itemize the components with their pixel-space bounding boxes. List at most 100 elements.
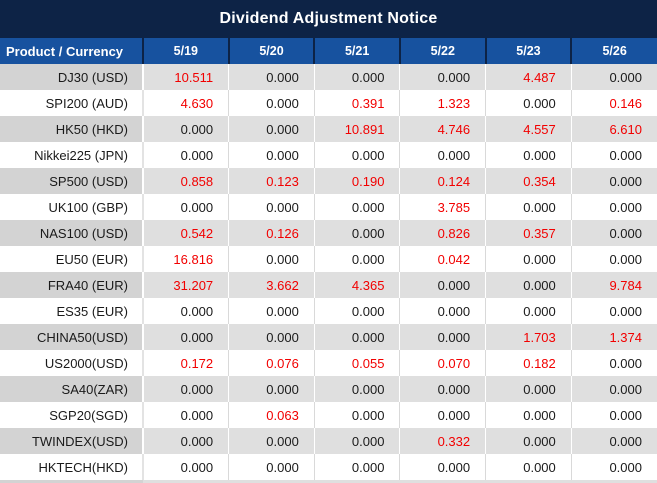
value-cell: 0.000 — [313, 428, 400, 454]
value-cell: 0.000 — [485, 454, 572, 480]
value-cell: 0.858 — [142, 168, 229, 194]
table-row-spi200-aud: SPI200 (AUD) 4.630 0.000 0.391 1.323 0.000 0.1… — [0, 90, 657, 116]
value-cell: 0.000 — [485, 298, 572, 324]
value-cell: 0.000 — [485, 428, 572, 454]
product-cell: Nikkei225 (JPN) — [0, 142, 143, 168]
value-cell: 0.000 — [570, 298, 657, 324]
value-cell: 0.063 — [228, 402, 315, 428]
value-cell: 0.000 — [570, 194, 657, 220]
value-cell: 0.000 — [485, 246, 572, 272]
table-body: DJ30 (USD) 10.511 0.000 0.000 0.000 4.487 0.00… — [0, 64, 657, 480]
value-cell: 0.000 — [570, 376, 657, 402]
value-cell: 0.000 — [313, 142, 400, 168]
product-cell: SPI200 (AUD) — [0, 90, 143, 116]
product-cell: NAS100 (USD) — [0, 220, 143, 246]
value-cell: 0.000 — [313, 454, 400, 480]
product-cell: FRA40 (EUR) — [0, 272, 143, 298]
table-row-nas100-usd: NAS100 (USD) 0.542 0.126 0.000 0.826 0.357 0.0… — [0, 220, 657, 246]
value-cell: 0.332 — [399, 428, 486, 454]
value-cell: 0.000 — [228, 324, 315, 350]
value-cell: 0.000 — [142, 428, 229, 454]
value-cell: 0.000 — [228, 194, 315, 220]
value-cell: 0.000 — [485, 90, 572, 116]
column-header-5-20: 5/20 — [227, 38, 315, 64]
value-cell: 0.000 — [228, 116, 315, 142]
value-cell: 0.000 — [485, 142, 572, 168]
value-cell: 0.000 — [399, 454, 486, 480]
value-cell: 10.511 — [142, 64, 229, 90]
table-row-hk50-hkd: HK50 (HKD) 0.000 0.000 10.891 4.746 4.557 6.61… — [0, 116, 657, 142]
value-cell: 4.557 — [485, 116, 572, 142]
value-cell: 0.000 — [228, 64, 315, 90]
value-cell: 0.000 — [485, 376, 572, 402]
value-cell: 0.000 — [399, 272, 486, 298]
table-row-china50-usd: CHINA50(USD) 0.000 0.000 0.000 0.000 1.703 1.3… — [0, 324, 657, 350]
table-row-sa40-zar: SA40(ZAR) 0.000 0.000 0.000 0.000 0.000 0.000 — [0, 376, 657, 402]
value-cell: 1.374 — [570, 324, 657, 350]
value-cell: 4.746 — [399, 116, 486, 142]
value-cell: 0.354 — [485, 168, 572, 194]
partial-next-row-label-area — [0, 480, 143, 483]
header-row: Product / Currency 5/19 5/20 5/21 5/22 5/23 5/… — [0, 38, 657, 64]
value-cell: 0.000 — [485, 272, 572, 298]
product-cell: SA40(ZAR) — [0, 376, 143, 402]
value-cell: 9.784 — [570, 272, 657, 298]
product-cell: US2000(USD) — [0, 350, 143, 376]
value-cell: 0.000 — [399, 324, 486, 350]
product-cell: HKTECH(HKD) — [0, 454, 143, 480]
table-row-eu50-eur: EU50 (EUR) 16.816 0.000 0.000 0.042 0.000 0.00… — [0, 246, 657, 272]
table-row-sp500-usd: SP500 (USD) 0.858 0.123 0.190 0.124 0.354 0.00… — [0, 168, 657, 194]
value-cell: 0.000 — [570, 350, 657, 376]
dividend-table: Product / Currency 5/19 5/20 5/21 5/22 5/23 5/… — [0, 38, 657, 480]
value-cell: 0.124 — [399, 168, 486, 194]
value-cell: 0.172 — [142, 350, 229, 376]
value-cell: 0.000 — [399, 402, 486, 428]
value-cell: 0.000 — [570, 402, 657, 428]
value-cell: 0.542 — [142, 220, 229, 246]
value-cell: 0.000 — [142, 376, 229, 402]
partial-next-row-data-area — [143, 480, 657, 483]
table-row-dj30-usd: DJ30 (USD) 10.511 0.000 0.000 0.000 4.487 0.00… — [0, 64, 657, 90]
column-header-5-26: 5/26 — [570, 38, 657, 64]
value-cell: 1.703 — [485, 324, 572, 350]
product-cell: ES35 (EUR) — [0, 298, 143, 324]
value-cell: 0.000 — [142, 194, 229, 220]
table-row-es35-eur: ES35 (EUR) 0.000 0.000 0.000 0.000 0.000 0.000 — [0, 298, 657, 324]
value-cell: 4.365 — [313, 272, 400, 298]
value-cell: 0.000 — [570, 168, 657, 194]
table-row-us2000-usd: US2000(USD) 0.172 0.076 0.055 0.070 0.182 0.00… — [0, 350, 657, 376]
product-cell: DJ30 (USD) — [0, 64, 143, 90]
value-cell: 0.000 — [313, 376, 400, 402]
column-header-5-21: 5/21 — [313, 38, 400, 64]
product-cell: TWINDEX(USD) — [0, 428, 143, 454]
column-header-5-19: 5/19 — [142, 38, 229, 64]
value-cell: 0.000 — [313, 324, 400, 350]
value-cell: 0.000 — [570, 454, 657, 480]
value-cell: 0.000 — [399, 376, 486, 402]
value-cell: 0.826 — [399, 220, 486, 246]
table-row-fra40-eur: FRA40 (EUR) 31.207 3.662 4.365 0.000 0.000 9.7… — [0, 272, 657, 298]
value-cell: 0.357 — [485, 220, 572, 246]
value-cell: 0.000 — [570, 246, 657, 272]
value-cell: 0.000 — [228, 428, 315, 454]
value-cell: 0.000 — [570, 64, 657, 90]
value-cell: 0.000 — [228, 142, 315, 168]
value-cell: 0.000 — [228, 376, 315, 402]
value-cell: 0.000 — [399, 298, 486, 324]
value-cell: 0.000 — [570, 220, 657, 246]
value-cell: 0.000 — [313, 220, 400, 246]
value-cell: 0.070 — [399, 350, 486, 376]
product-cell: EU50 (EUR) — [0, 246, 143, 272]
value-cell: 0.000 — [228, 298, 315, 324]
value-cell: 0.126 — [228, 220, 315, 246]
value-cell: 0.055 — [313, 350, 400, 376]
value-cell: 31.207 — [142, 272, 229, 298]
value-cell: 3.662 — [228, 272, 315, 298]
value-cell: 0.000 — [142, 454, 229, 480]
product-cell: UK100 (GBP) — [0, 194, 143, 220]
value-cell: 10.891 — [313, 116, 400, 142]
value-cell: 0.190 — [313, 168, 400, 194]
value-cell: 0.000 — [313, 298, 400, 324]
partial-next-row — [0, 480, 657, 483]
